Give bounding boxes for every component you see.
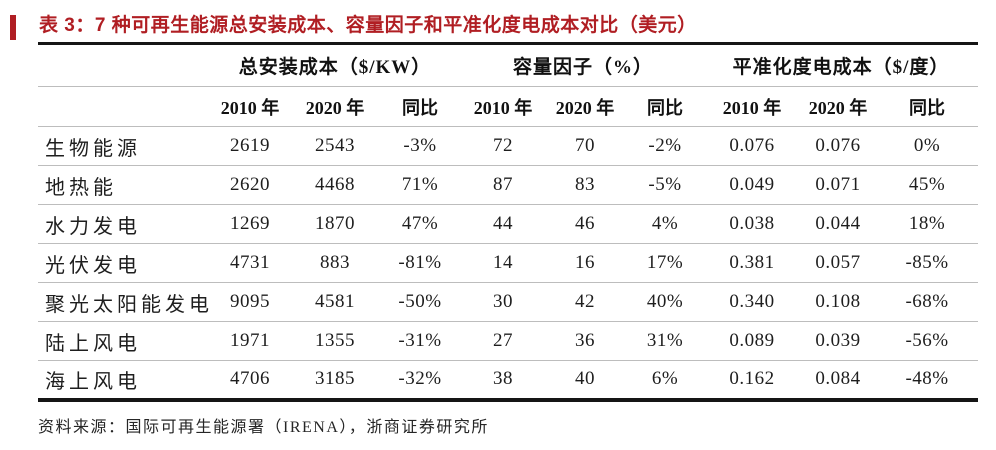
column-header-cf-2010: 2010 年 <box>462 86 544 127</box>
row-label: 水力发电 <box>38 204 208 244</box>
cell-value: 0.049 <box>704 165 800 205</box>
row-label: 生物能源 <box>38 126 208 166</box>
cell-value: 0.044 <box>800 204 876 244</box>
table-row: 聚光太阳能发电 9095 4581 -50% 30 42 40% 0.340 0.108 -68% <box>38 282 979 322</box>
cell-value: 17% <box>626 243 704 283</box>
column-header-cost-2010: 2010 年 <box>208 86 292 127</box>
cell-value: 40 <box>575 368 595 390</box>
title-accent-bar <box>10 15 16 40</box>
group-header-row: 总安装成本（$/KW） 容量因子（%） 平准化度电成本（$/度） <box>38 43 979 87</box>
table-body: 生物能源 2619 2543 -3% 72 70 -2% 0.076 0.076 0% 地热能 262… <box>38 126 979 400</box>
cell-value: 0.381 <box>704 243 800 283</box>
cell-value: -5% <box>626 165 704 205</box>
row-label: 地热能 <box>38 165 208 205</box>
cell-value: -3% <box>378 126 462 166</box>
group-header-capacity-factor: 容量因子（%） <box>462 43 704 87</box>
cell-value: 72 <box>462 126 544 166</box>
cell-value: 36 <box>544 321 626 361</box>
cell-value: 4468 <box>292 165 378 205</box>
cell-value: 44 <box>462 204 544 244</box>
table-row: 光伏发电 4731 883 -81% 14 16 17% 0.381 0.057 -85% <box>38 243 979 283</box>
cell-value: 6% <box>651 368 679 390</box>
cell-value: 0.340 <box>704 282 800 322</box>
column-header-spacer <box>38 86 208 127</box>
column-header-lcoe-yoy: 同比 <box>876 86 979 127</box>
cell-value: 0.057 <box>800 243 876 283</box>
cell-value: 4% <box>626 204 704 244</box>
cell-value: 2620 <box>208 165 292 205</box>
cell-value: 71% <box>378 165 462 205</box>
cell-value: 0.076 <box>800 126 876 166</box>
column-header-row: 2010 年 2020 年 同比 2010 年 2020 年 同比 2010 年… <box>38 86 979 127</box>
row-label: 海上风电 <box>45 370 141 393</box>
column-header-cf-yoy: 同比 <box>626 86 704 127</box>
table-row: 生物能源 2619 2543 -3% 72 70 -2% 0.076 0.076 0% <box>38 126 979 166</box>
column-header-cf-2020: 2020 年 <box>544 86 626 127</box>
cell-value: 0.039 <box>800 321 876 361</box>
cell-value: 4731 <box>208 243 292 283</box>
cell-value: 1870 <box>292 204 378 244</box>
cell-value: -85% <box>876 243 979 283</box>
cell-value: 2619 <box>208 126 292 166</box>
data-table: 总安装成本（$/KW） 容量因子（%） 平准化度电成本（$/度） 2010 年 … <box>38 42 979 402</box>
cell-value: 40% <box>626 282 704 322</box>
table-title: 表 3：7 种可再生能源总安装成本、容量因子和平准化度电成本对比（美元） <box>39 15 697 36</box>
group-header-spacer <box>38 43 208 87</box>
cell-value: -48% <box>905 368 949 390</box>
cell-value: -2% <box>626 126 704 166</box>
column-header-lcoe-2010: 2010 年 <box>704 86 800 127</box>
cell-value: -32% <box>398 368 442 390</box>
table-row: 地热能 2620 4468 71% 87 83 -5% 0.049 0.071 45% <box>38 165 979 205</box>
cell-value: 3185 <box>315 368 355 390</box>
column-header-cost-yoy: 同比 <box>378 86 462 127</box>
cell-value: 0.038 <box>704 204 800 244</box>
cell-value: -50% <box>378 282 462 322</box>
cell-value: -68% <box>876 282 979 322</box>
cell-value: 46 <box>544 204 626 244</box>
cell-value: 1269 <box>208 204 292 244</box>
cell-value: 16 <box>544 243 626 283</box>
cell-value: 14 <box>462 243 544 283</box>
cell-value: 38 <box>493 368 513 390</box>
column-header-cost-2020: 2020 年 <box>292 86 378 127</box>
cell-value: 0.076 <box>704 126 800 166</box>
cell-value: 2543 <box>292 126 378 166</box>
cell-value: 9095 <box>208 282 292 322</box>
cell-value: -56% <box>876 321 979 361</box>
cell-value: 0% <box>876 126 979 166</box>
table-row: 水力发电 1269 1870 47% 44 46 4% 0.038 0.044 18% <box>38 204 979 244</box>
group-header-installed-cost: 总安装成本（$/KW） <box>208 43 462 87</box>
cell-value: 883 <box>292 243 378 283</box>
cell-value: 0.084 <box>815 368 861 390</box>
cell-value: 18% <box>876 204 979 244</box>
row-label: 陆上风电 <box>38 321 208 361</box>
cell-value: 4706 <box>230 368 270 390</box>
cell-value: 70 <box>544 126 626 166</box>
cell-value: 0.162 <box>729 368 775 390</box>
cell-value: 30 <box>462 282 544 322</box>
cell-value: 0.108 <box>800 282 876 322</box>
table-row: 海上风电 4706 3185 -32% 38 40 6% 0.162 0.084 -48% <box>38 361 978 400</box>
cell-value: 83 <box>544 165 626 205</box>
cell-value: 27 <box>462 321 544 361</box>
column-header-lcoe-2020: 2020 年 <box>800 86 876 127</box>
cell-value: -81% <box>378 243 462 283</box>
cell-value: 0.089 <box>704 321 800 361</box>
table-row: 陆上风电 1971 1355 -31% 27 36 31% 0.089 0.039 -56% <box>38 321 979 361</box>
group-header-lcoe: 平准化度电成本（$/度） <box>704 43 979 87</box>
cell-value: 87 <box>462 165 544 205</box>
cell-value: 4581 <box>292 282 378 322</box>
cell-value: -31% <box>378 321 462 361</box>
cell-value: 47% <box>378 204 462 244</box>
cell-value: 1971 <box>208 321 292 361</box>
source-note: 资料来源：国际可再生能源署（IRENA），浙商证券研究所 <box>38 419 489 436</box>
cell-value: 1355 <box>292 321 378 361</box>
row-label: 光伏发电 <box>38 243 208 283</box>
row-label: 聚光太阳能发电 <box>38 282 209 322</box>
cell-value: 0.071 <box>800 165 876 205</box>
cell-value: 31% <box>626 321 704 361</box>
cell-value: 42 <box>544 282 626 322</box>
cell-value: 45% <box>876 165 979 205</box>
